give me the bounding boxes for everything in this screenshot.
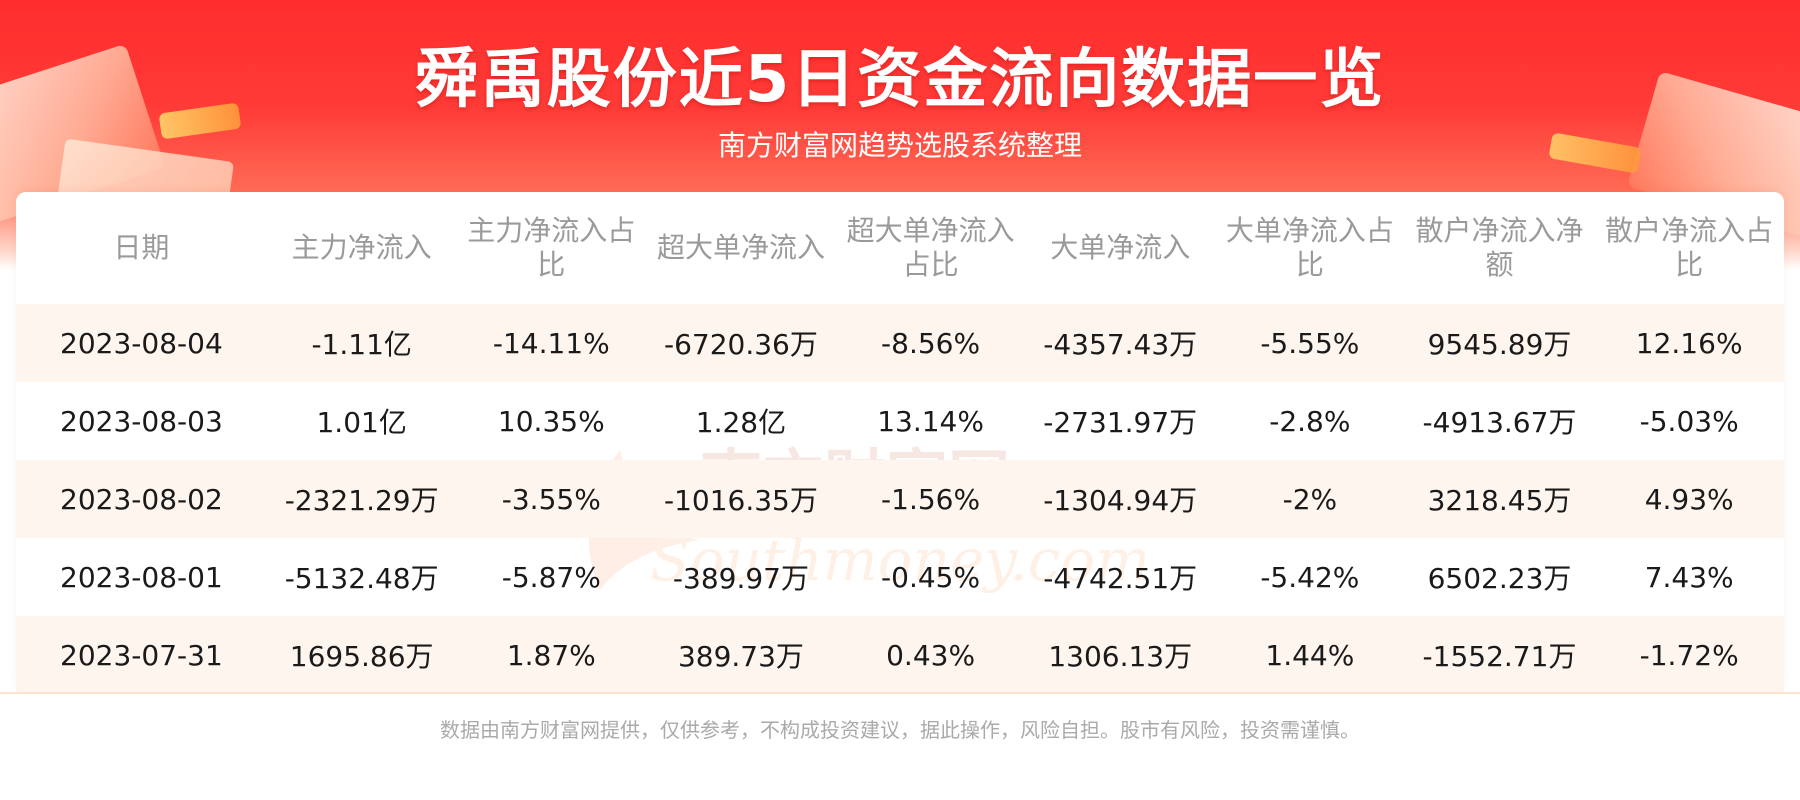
footer-divider — [0, 692, 1800, 694]
table-row: 2023-08-02 -2321.29万 -3.55% -1016.35万 -1… — [16, 460, 1784, 538]
cell-value: 12.16% — [1594, 304, 1784, 382]
cell-value: -14.11% — [456, 304, 647, 382]
cell-value: -1304.94万 — [1025, 460, 1216, 538]
column-header-retail-net-inflow: 散户净流入净额 — [1415, 214, 1584, 281]
cell-value: 389.73万 — [646, 616, 836, 694]
page-subtitle: 南方财富网趋势选股系统整理 — [717, 129, 1082, 162]
cell-value: 9545.89万 — [1404, 304, 1595, 382]
table-row: 2023-08-03 1.01亿 10.35% 1.28亿 13.14% -27… — [16, 382, 1784, 460]
column-header-main-net-inflow-ratio: 主力净流入占比 — [467, 214, 636, 281]
cell-value: -1552.71万 — [1404, 616, 1595, 694]
cell-value: 1306.13万 — [1025, 616, 1216, 694]
cell-value: -0.45% — [881, 560, 981, 594]
column-header-super-large-net-inflow-ratio: 超大单净流入占比 — [846, 214, 1015, 281]
column-header-retail-net-inflow-ratio: 散户净流入占比 — [1605, 214, 1774, 281]
cell-value: 13.14% — [877, 404, 984, 438]
column-header-super-large-net-inflow: 超大单净流入 — [656, 231, 825, 264]
cell-date: 2023-07-31 — [16, 616, 267, 694]
cell-value: 6502.23万 — [1427, 562, 1572, 595]
cell-value: -5132.48万 — [284, 562, 439, 595]
cell-value: -5.42% — [1260, 560, 1360, 594]
cell-value: -2321.29万 — [266, 460, 457, 538]
cell-value: 1.28亿 — [695, 406, 787, 439]
column-header-large-net-inflow-ratio: 大单净流入占比 — [1225, 214, 1394, 281]
cell-value: -4357.43万 — [1025, 304, 1216, 382]
column-header-date: 日期 — [113, 231, 170, 264]
column-header-large-net-inflow: 大单净流入 — [1050, 231, 1191, 264]
cell-date: 2023-08-01 — [60, 560, 223, 594]
cell-value: 3218.45万 — [1404, 460, 1595, 538]
page-title: 舜禹股份近5日资金流向数据一览 — [414, 43, 1386, 117]
table-row: 2023-08-04 -1.11亿 -14.11% -6720.36万 -8.5… — [16, 304, 1784, 382]
cell-value: -389.97万 — [672, 562, 809, 595]
cell-value: -1.56% — [835, 460, 1026, 538]
cell-value: -6720.36万 — [646, 304, 836, 382]
cell-date: 2023-08-03 — [60, 404, 223, 438]
cell-value: -1016.35万 — [646, 460, 836, 538]
table-row: 2023-07-31 1695.86万 1.87% 389.73万 0.43% … — [16, 616, 1784, 694]
cell-value: -4742.51万 — [1043, 562, 1198, 595]
cell-value: -5.55% — [1215, 304, 1405, 382]
cell-value: -1.72% — [1594, 616, 1784, 694]
cell-date: 2023-08-04 — [16, 304, 267, 382]
disclaimer-text: 数据由南方财富网提供，仅供参考，不构成投资建议，据此操作，风险自担。股市有风险，… — [440, 718, 1360, 742]
cell-value: -2731.97万 — [1043, 406, 1198, 439]
cell-value: -3.55% — [456, 460, 647, 538]
cell-value: 10.35% — [497, 404, 605, 438]
cell-value: -8.56% — [835, 304, 1026, 382]
column-header-main-net-inflow: 主力净流入 — [291, 231, 432, 264]
table-row: 2023-08-01 -5132.48万 -5.87% -389.97万 -0.… — [16, 538, 1784, 616]
cell-value: 1.44% — [1215, 616, 1405, 694]
table-header-row: 日期 主力净流入 主力净流入占比 超大单净流入 超大单净流入占比 大单净流入 大… — [16, 192, 1784, 304]
table-card — [16, 192, 1784, 692]
cell-value: 1.87% — [456, 616, 647, 694]
cell-value: -5.03% — [1639, 404, 1739, 438]
fund-flow-table: 日期 主力净流入 主力净流入占比 超大单净流入 超大单净流入占比 大单净流入 大… — [16, 192, 1784, 694]
cell-value: 4.93% — [1594, 460, 1784, 538]
cell-value: -2% — [1215, 460, 1405, 538]
cell-value: -2.8% — [1269, 404, 1351, 438]
cell-value: -1.11亿 — [266, 304, 457, 382]
cell-date: 2023-08-02 — [16, 460, 267, 538]
cell-value: 1.01亿 — [316, 406, 407, 439]
cell-value: -4913.67万 — [1422, 406, 1577, 439]
cell-value: -5.87% — [501, 560, 601, 594]
cell-value: 1695.86万 — [266, 616, 457, 694]
cell-value: 0.43% — [835, 616, 1026, 694]
cell-value: 7.43% — [1644, 560, 1734, 594]
